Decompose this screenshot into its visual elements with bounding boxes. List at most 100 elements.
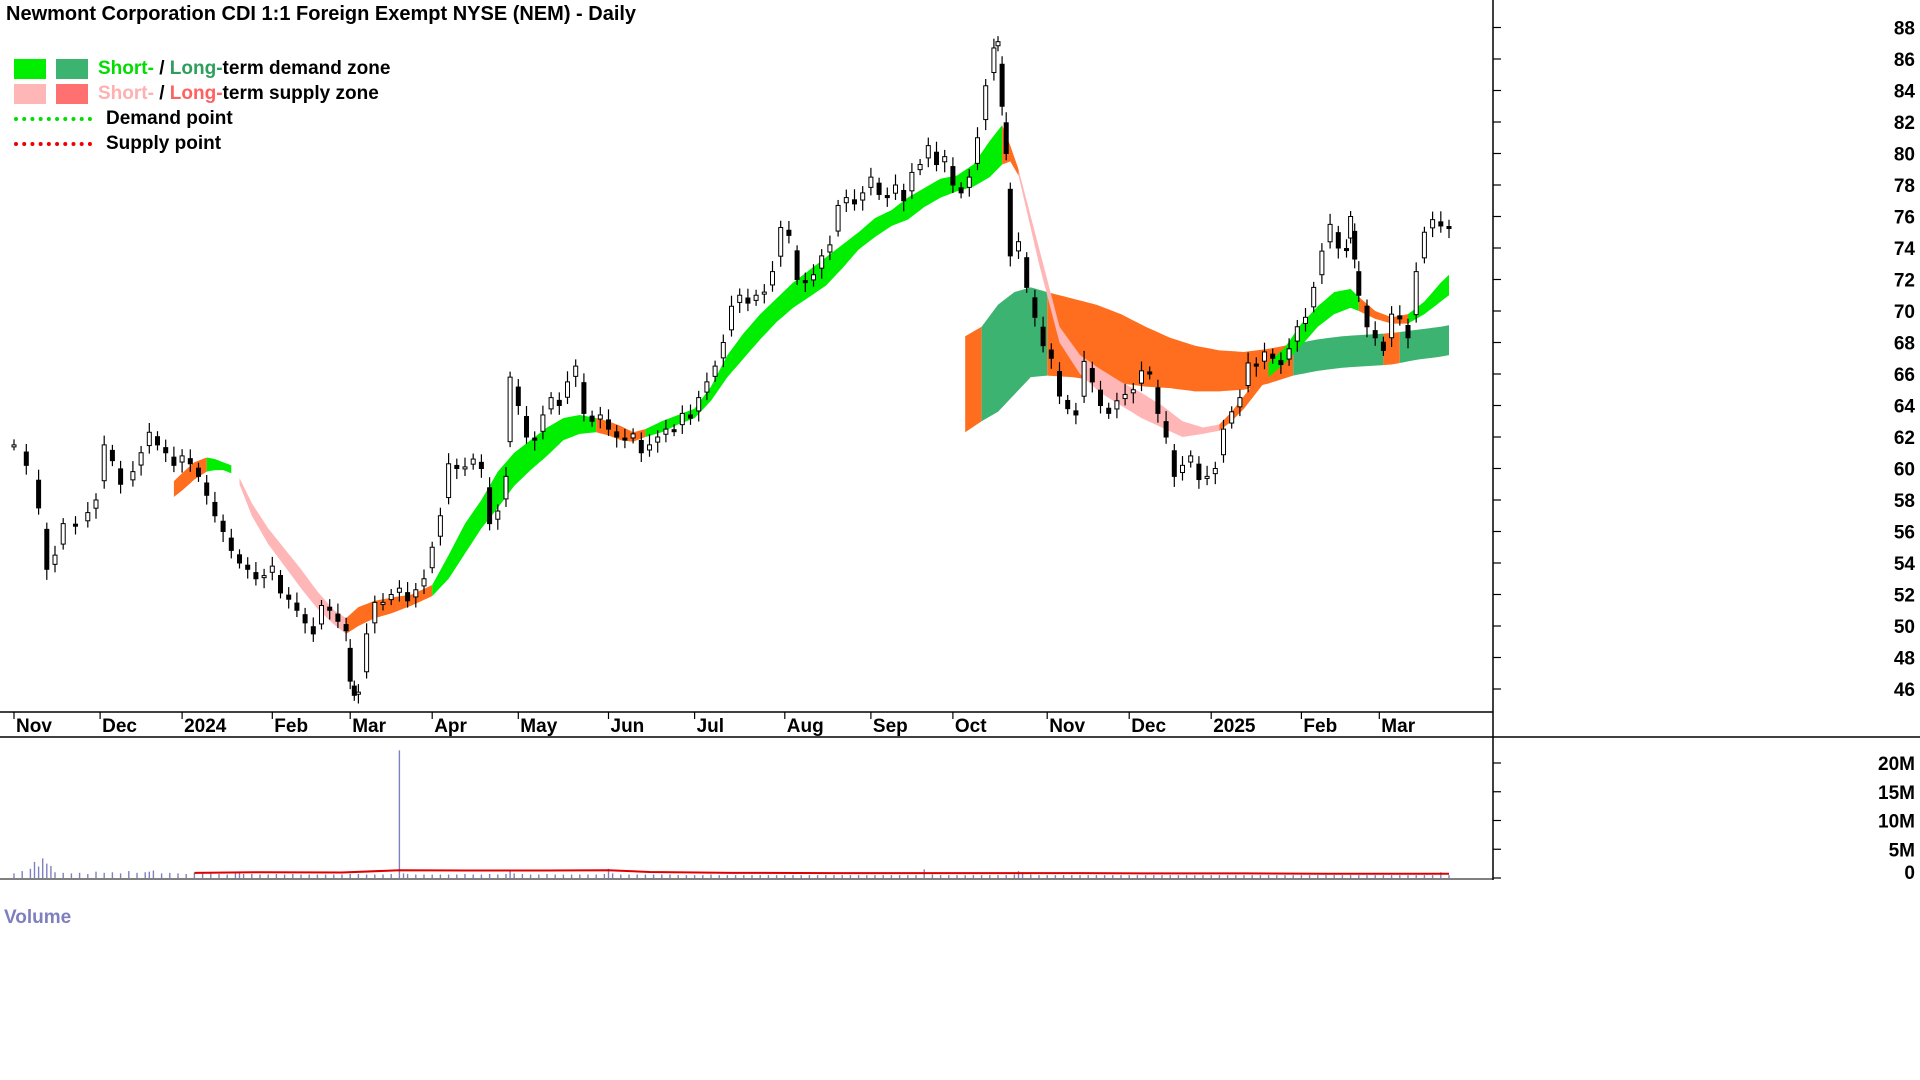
candle-body [396,587,402,593]
candle-body [1327,223,1333,243]
candle [1286,338,1292,366]
volume-tick-label: 20M [1878,754,1915,775]
candle-body [1372,330,1378,339]
candle [204,474,210,505]
candle [163,439,169,463]
candle-body [548,397,554,410]
candle [876,177,882,200]
candle-body [917,164,923,171]
x-tick-label: Dec [1131,716,1166,737]
candle-body [671,429,677,433]
candle-body [286,594,292,600]
candle [212,491,218,523]
candle [364,623,370,679]
candle-body [909,171,915,192]
legend-demand-short-text: Short- [98,57,154,79]
candle-body [146,431,152,447]
candle [540,405,546,440]
legend-supply-point-text: Supply point [106,132,222,154]
candle-body [446,463,452,499]
candle-body [351,685,357,696]
candle [437,507,443,546]
candle [261,568,267,589]
candle [507,371,513,448]
x-tick-label: Jun [611,716,645,737]
candle-body [1073,410,1079,416]
candle [761,284,767,304]
candle [753,289,759,306]
candle-body [294,602,300,611]
candle [1048,343,1054,369]
candle [44,522,50,580]
candle-body [327,606,333,611]
legend-swatch-long-supply [56,83,88,104]
legend-demand-point-text: Demand point [106,107,233,129]
candle-body [802,280,808,284]
price-tick-label: 68 [1894,334,1915,355]
candle [388,588,394,606]
candle [155,431,160,451]
candle-body [1106,407,1112,414]
candle-body [663,428,669,435]
candle-body [819,255,825,269]
x-tick-label: Mar [1381,716,1415,737]
candle [843,189,849,213]
candle [1397,305,1403,326]
candle [1352,223,1358,269]
candle [495,504,501,530]
candle [802,272,808,292]
candle-body [835,204,841,232]
price-tick-label: 76 [1894,208,1915,229]
candle [1032,289,1038,327]
candle-body [1335,232,1341,249]
legend-supply-point-line [14,141,92,146]
short-term-zone-1 [206,457,232,474]
candle [901,183,907,212]
candle-body [1081,360,1087,397]
candle-body [876,182,882,195]
candle-body [712,365,718,377]
candle [515,379,521,415]
candle-body [1278,359,1284,366]
candle-body [1413,271,1419,316]
candle-body [212,501,218,517]
short-term-zone-3 [346,585,433,634]
candle-body [319,605,324,625]
candle-body [204,482,210,496]
legend-demand-zone: Short- / Long- term demand zone [14,56,390,81]
candle [1196,456,1202,489]
candle-body [614,431,620,438]
candle [470,453,476,470]
candle-body [540,414,546,432]
candle-body [196,467,201,477]
candle-body [1430,219,1436,229]
candle-body [761,291,767,295]
candle [532,431,538,451]
candle-body [1155,387,1161,414]
long-term-zone-4 [1383,332,1400,366]
candle-body [1221,428,1226,456]
candle [1270,348,1276,364]
candle-body [1446,226,1452,229]
candle [1319,243,1325,284]
candle-body [1003,122,1009,154]
candle-body [991,47,997,74]
candle-body [310,626,316,635]
candle [1421,226,1427,264]
candle-body [843,197,849,204]
short-term-zone-4 [432,414,597,597]
candle [1098,380,1103,414]
candle [1262,342,1267,370]
candle-body [729,305,734,331]
candle-body [138,452,144,466]
candle-body [413,589,419,598]
candle-body [1245,362,1251,387]
candle [179,449,185,473]
legend: Short- / Long- term demand zone Short- /… [14,56,390,156]
candle [614,425,620,448]
candle [220,514,226,543]
candle [958,182,964,199]
candle-body [1389,313,1395,339]
price-tick-label: 80 [1894,145,1915,166]
candle-body [1348,216,1354,239]
